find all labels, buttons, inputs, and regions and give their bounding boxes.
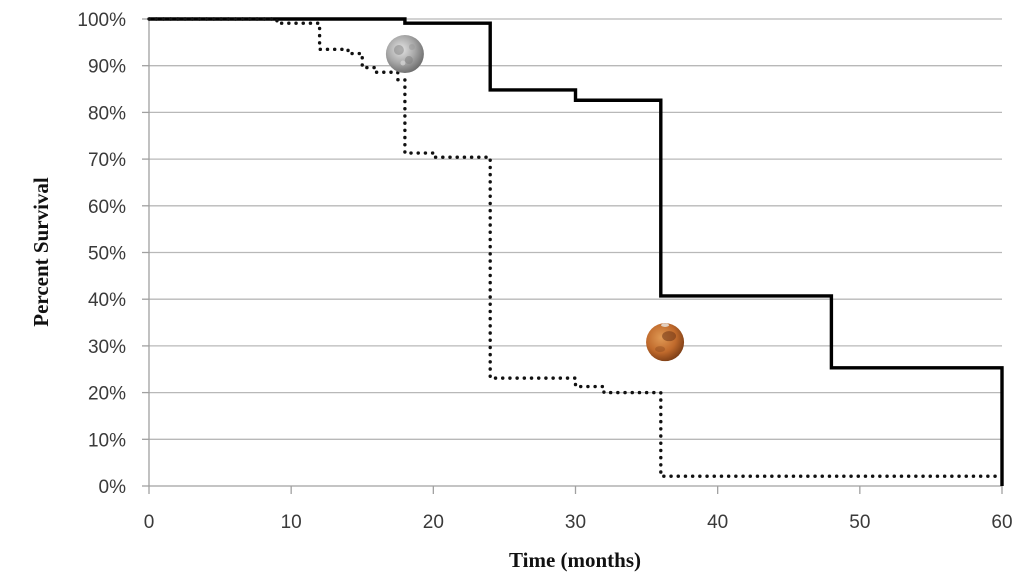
x-tick-label: 10 xyxy=(281,512,302,533)
y-tick-label: 100% xyxy=(77,10,126,31)
y-tick-label: 0% xyxy=(99,477,127,498)
gridlines xyxy=(149,18,1002,440)
y-tick-label: 10% xyxy=(88,430,126,451)
x-axis-title: Time (months) xyxy=(509,548,641,572)
y-tick-label: 70% xyxy=(88,150,126,171)
y-tick-label: 50% xyxy=(88,244,126,265)
moon-survival-line xyxy=(147,17,1004,478)
x-tick-label: 40 xyxy=(707,512,728,533)
y-tick-label: 30% xyxy=(88,337,126,358)
moon-icon xyxy=(385,35,424,74)
y-axis-title: Percent Survival xyxy=(29,177,53,327)
y-tick-label: 20% xyxy=(88,384,126,405)
x-tick-label: 30 xyxy=(565,512,586,533)
axes xyxy=(142,18,1003,494)
x-tick-label: 0 xyxy=(144,512,155,533)
x-tick-label: 60 xyxy=(991,512,1012,533)
mars-icon xyxy=(646,323,685,362)
y-tick-labels: 0% 10% 20% 30% 40% 50% 60% 70% 80% 90% 100% xyxy=(77,10,126,498)
series-icons xyxy=(385,35,685,362)
x-tick-label: 20 xyxy=(423,512,444,533)
y-tick-label: 40% xyxy=(88,290,126,311)
y-tick-label: 80% xyxy=(88,103,126,124)
x-tick-labels: 0 10 20 30 40 50 60 xyxy=(144,512,1013,533)
mars-survival-line xyxy=(149,17,1004,486)
x-tick-label: 50 xyxy=(849,512,870,533)
y-tick-label: 60% xyxy=(88,197,126,218)
y-tick-label: 90% xyxy=(88,57,126,78)
series xyxy=(147,17,1004,486)
